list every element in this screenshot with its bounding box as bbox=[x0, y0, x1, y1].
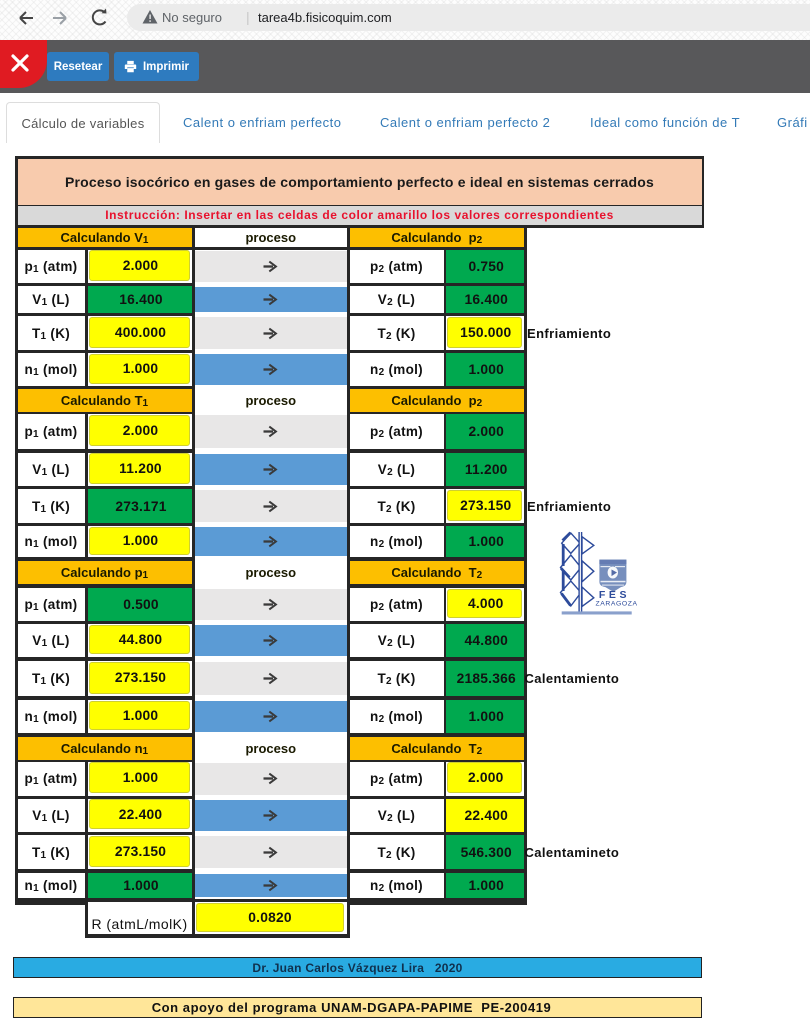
svg-text:FES: FES bbox=[599, 589, 630, 601]
svg-text:ZARAGOZA: ZARAGOZA bbox=[596, 601, 638, 608]
